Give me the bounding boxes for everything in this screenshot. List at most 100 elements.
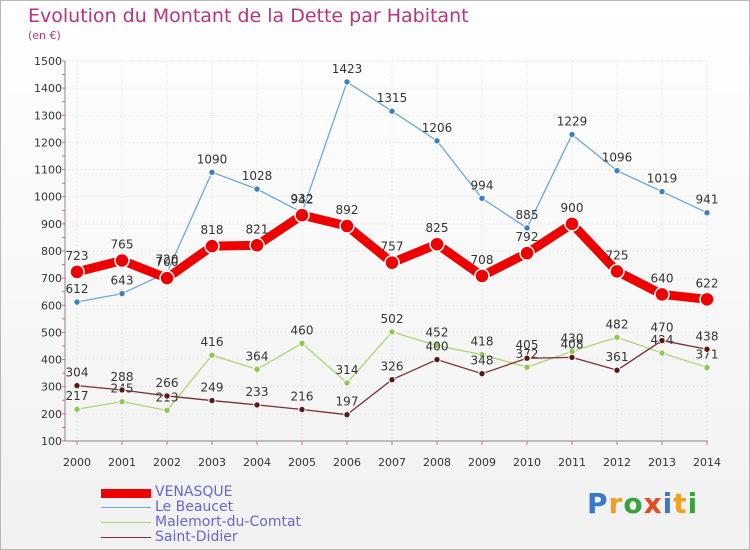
x-tick-label: 2004	[243, 456, 271, 469]
legend-label-le-beaucet: Le Beaucet	[155, 499, 234, 515]
data-label-venasque: 725	[606, 248, 629, 262]
x-tick-label: 2011	[558, 456, 586, 469]
legend-label-malemort: Malemort-du-Comtat	[155, 514, 302, 530]
data-point-venasque	[159, 270, 175, 286]
data-label-le-beaucet: 1229	[557, 115, 588, 129]
data-label-venasque: 825	[426, 221, 449, 235]
legend-swatch-malemort	[101, 522, 151, 523]
y-tick-label: 100	[41, 435, 62, 448]
data-label-le-beaucet: 885	[516, 208, 539, 222]
data-point-venasque	[339, 218, 355, 234]
data-label-le-beaucet: 1423	[332, 62, 363, 76]
data-point-malemort-du-comtat	[433, 341, 441, 350]
data-point-saint-didier	[298, 405, 306, 414]
data-label-saint-didier: 304	[66, 366, 89, 380]
x-tick-label: 2013	[648, 456, 676, 469]
y-tick-label: 1500	[34, 55, 62, 68]
legend-swatch-le-beaucet	[101, 507, 151, 508]
data-point-malemort-du-comtat	[298, 339, 306, 347]
y-tick-label: 1400	[34, 82, 62, 95]
y-tick-label: 400	[41, 354, 62, 367]
x-tick-label: 2014	[693, 456, 721, 469]
data-point-venasque	[249, 237, 265, 254]
data-label-saint-didier: 326	[381, 360, 404, 374]
data-label-venasque: 700	[156, 255, 179, 269]
data-point-saint-didier	[163, 392, 171, 400]
data-label-saint-didier: 233	[246, 385, 269, 399]
data-point-venasque	[114, 252, 130, 269]
data-point-saint-didier	[703, 345, 711, 353]
x-tick-label: 2009	[468, 456, 496, 469]
data-point-le-beaucet	[703, 209, 711, 217]
data-label-saint-didier: 408	[561, 337, 584, 351]
data-point-le-beaucet	[118, 289, 126, 298]
chart-subtitle: (en €)	[28, 29, 61, 42]
data-label-le-beaucet: 1019	[647, 172, 678, 186]
data-point-malemort-du-comtat	[613, 333, 621, 342]
data-point-venasque	[519, 245, 535, 261]
data-label-le-beaucet: 994	[471, 178, 494, 192]
data-label-malemort-du-comtat: 314	[336, 363, 359, 377]
data-label-le-beaucet: 1315	[377, 91, 408, 105]
data-point-le-beaucet	[613, 166, 621, 175]
data-point-saint-didier	[73, 381, 81, 390]
data-label-le-beaucet: 942	[291, 192, 314, 206]
data-label-venasque: 792	[516, 230, 539, 244]
data-point-malemort-du-comtat	[163, 406, 171, 415]
x-tick-label: 2006	[333, 456, 361, 469]
data-point-saint-didier	[343, 410, 351, 419]
data-point-le-beaucet	[433, 137, 441, 145]
data-label-malemort-du-comtat: 364	[246, 349, 269, 363]
data-point-saint-didier	[388, 375, 396, 384]
data-label-le-beaucet: 612	[66, 282, 89, 296]
data-point-le-beaucet	[73, 298, 81, 306]
data-point-venasque	[654, 286, 670, 303]
data-point-saint-didier	[253, 401, 261, 409]
data-label-malemort-du-comtat: 482	[606, 317, 629, 331]
y-tick-label: 1200	[34, 136, 62, 149]
data-point-le-beaucet	[568, 130, 576, 139]
data-point-malemort-du-comtat	[343, 379, 351, 387]
data-point-saint-didier	[208, 396, 216, 405]
data-label-venasque: 765	[111, 238, 134, 252]
data-point-saint-didier	[658, 336, 666, 345]
data-point-venasque	[474, 268, 490, 284]
x-tick-label: 2001	[108, 456, 136, 469]
x-tick-label: 2008	[423, 456, 451, 469]
data-point-malemort-du-comtat	[658, 349, 666, 357]
x-tick-label: 2000	[63, 456, 91, 469]
data-label-saint-didier: 266	[156, 376, 179, 390]
logo-letter: t	[673, 487, 688, 520]
data-label-malemort-du-comtat: 502	[381, 312, 404, 326]
data-label-malemort-du-comtat: 416	[201, 335, 224, 349]
data-point-le-beaucet	[253, 185, 261, 193]
y-tick-label: 1000	[34, 191, 62, 204]
data-point-venasque	[609, 263, 625, 280]
data-label-saint-didier: 216	[291, 390, 314, 404]
data-point-le-beaucet	[658, 187, 666, 196]
data-point-venasque	[384, 254, 400, 271]
data-point-le-beaucet	[343, 78, 351, 86]
logo-letter: x	[643, 487, 663, 520]
y-tick-label: 300	[41, 381, 62, 394]
data-label-venasque: 723	[66, 249, 89, 263]
data-point-saint-didier	[118, 386, 126, 394]
data-point-malemort-du-comtat	[478, 350, 486, 359]
y-tick-label: 700	[41, 272, 62, 285]
data-point-saint-didier	[433, 355, 441, 364]
x-tick-label: 2007	[378, 456, 406, 469]
data-label-venasque: 622	[696, 276, 719, 290]
x-tick-label: 2012	[603, 456, 631, 469]
x-tick-label: 2005	[288, 456, 316, 469]
y-tick-label: 1300	[34, 109, 62, 122]
data-point-le-beaucet	[208, 168, 216, 176]
data-label-le-beaucet: 720	[156, 253, 179, 267]
data-point-venasque	[294, 207, 310, 223]
data-point-venasque	[564, 216, 580, 232]
data-label-saint-didier: 438	[696, 329, 719, 343]
x-tick-label: 2002	[153, 456, 181, 469]
data-label-saint-didier: 197	[336, 395, 359, 409]
x-tick-label: 2010	[513, 456, 541, 469]
